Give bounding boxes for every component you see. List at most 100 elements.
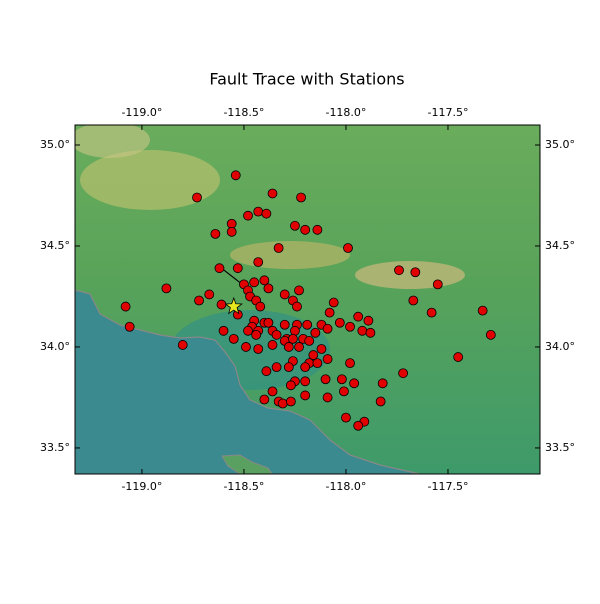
- station: [336, 374, 347, 385]
- station: [263, 317, 274, 328]
- station: [261, 366, 272, 377]
- station: [304, 336, 315, 346]
- station: [263, 283, 274, 294]
- station: [259, 394, 270, 405]
- y-tick-label: 33.5°: [545, 441, 575, 454]
- x-tick-label: -119.0°: [121, 106, 162, 119]
- station: [177, 340, 188, 350]
- station: [349, 378, 360, 389]
- y-tick-label: 33.5°: [40, 441, 70, 454]
- chart-title: Fault Trace with Stations: [209, 70, 404, 89]
- station: [426, 307, 437, 318]
- highland: [75, 125, 150, 158]
- station: [343, 243, 353, 253]
- station: [259, 275, 270, 286]
- station: [120, 301, 131, 312]
- y-tick-label: 34.0°: [40, 340, 70, 353]
- highland: [230, 241, 350, 269]
- station: [290, 325, 300, 336]
- station: [485, 329, 496, 340]
- x-tick-label: -118.0°: [325, 480, 366, 493]
- station: [408, 295, 419, 306]
- x-tick-label: -117.5°: [427, 480, 468, 493]
- station: [210, 228, 221, 239]
- y-tick-label: 34.0°: [545, 340, 575, 353]
- y-tick-label: 34.5°: [40, 239, 70, 252]
- station: [296, 192, 306, 203]
- station: [410, 267, 421, 278]
- station: [316, 344, 327, 354]
- station: [477, 305, 488, 316]
- station: [279, 319, 290, 330]
- station: [267, 340, 278, 350]
- station: [204, 289, 215, 300]
- station: [230, 170, 241, 181]
- station: [302, 319, 313, 330]
- station: [300, 362, 311, 373]
- station: [320, 374, 331, 385]
- terrain: [75, 125, 540, 474]
- highland: [355, 261, 465, 289]
- station: [255, 301, 266, 312]
- x-tick-label: -118.5°: [223, 106, 264, 119]
- station: [161, 283, 172, 294]
- station: [394, 265, 404, 276]
- station: [228, 333, 239, 344]
- x-tick-label: -117.5°: [427, 106, 468, 119]
- station: [339, 386, 349, 397]
- station: [214, 263, 225, 274]
- station: [353, 311, 364, 322]
- station: [279, 289, 290, 300]
- station: [453, 352, 464, 362]
- station: [312, 358, 323, 369]
- station: [310, 327, 321, 338]
- station: [294, 342, 304, 352]
- station: [253, 257, 264, 268]
- station: [345, 321, 355, 332]
- station: [192, 192, 202, 203]
- station: [271, 362, 282, 373]
- station: [294, 285, 304, 296]
- station: [357, 325, 368, 336]
- station: [300, 224, 311, 235]
- station: [288, 333, 298, 344]
- station: [249, 277, 260, 288]
- station: [365, 327, 376, 338]
- station: [328, 297, 339, 308]
- station: [243, 210, 253, 221]
- station: [267, 386, 278, 397]
- station: [253, 206, 264, 217]
- station: [375, 396, 386, 407]
- station: [226, 226, 237, 237]
- station: [345, 358, 355, 369]
- station: [261, 208, 272, 219]
- station: [285, 396, 296, 407]
- station: [398, 368, 408, 379]
- station: [300, 376, 311, 387]
- station: [290, 220, 300, 231]
- station: [353, 420, 364, 431]
- x-tick-label: -119.0°: [121, 480, 162, 493]
- highland: [80, 150, 220, 210]
- station: [283, 362, 294, 373]
- station: [322, 323, 333, 334]
- station: [334, 317, 345, 328]
- station: [251, 329, 262, 340]
- station: [271, 329, 282, 340]
- station: [216, 299, 227, 310]
- station: [363, 315, 374, 326]
- station: [218, 325, 229, 336]
- station: [232, 263, 243, 274]
- station: [226, 218, 237, 229]
- station: [253, 344, 264, 354]
- plot-frame: [74, 124, 541, 475]
- y-tick-label: 34.5°: [545, 239, 575, 252]
- station: [324, 307, 335, 318]
- y-tick-label: 35.0°: [40, 138, 70, 151]
- station: [241, 342, 251, 352]
- station: [322, 392, 333, 403]
- station: [308, 350, 319, 360]
- station: [194, 295, 204, 306]
- station: [283, 342, 294, 352]
- station: [300, 390, 311, 401]
